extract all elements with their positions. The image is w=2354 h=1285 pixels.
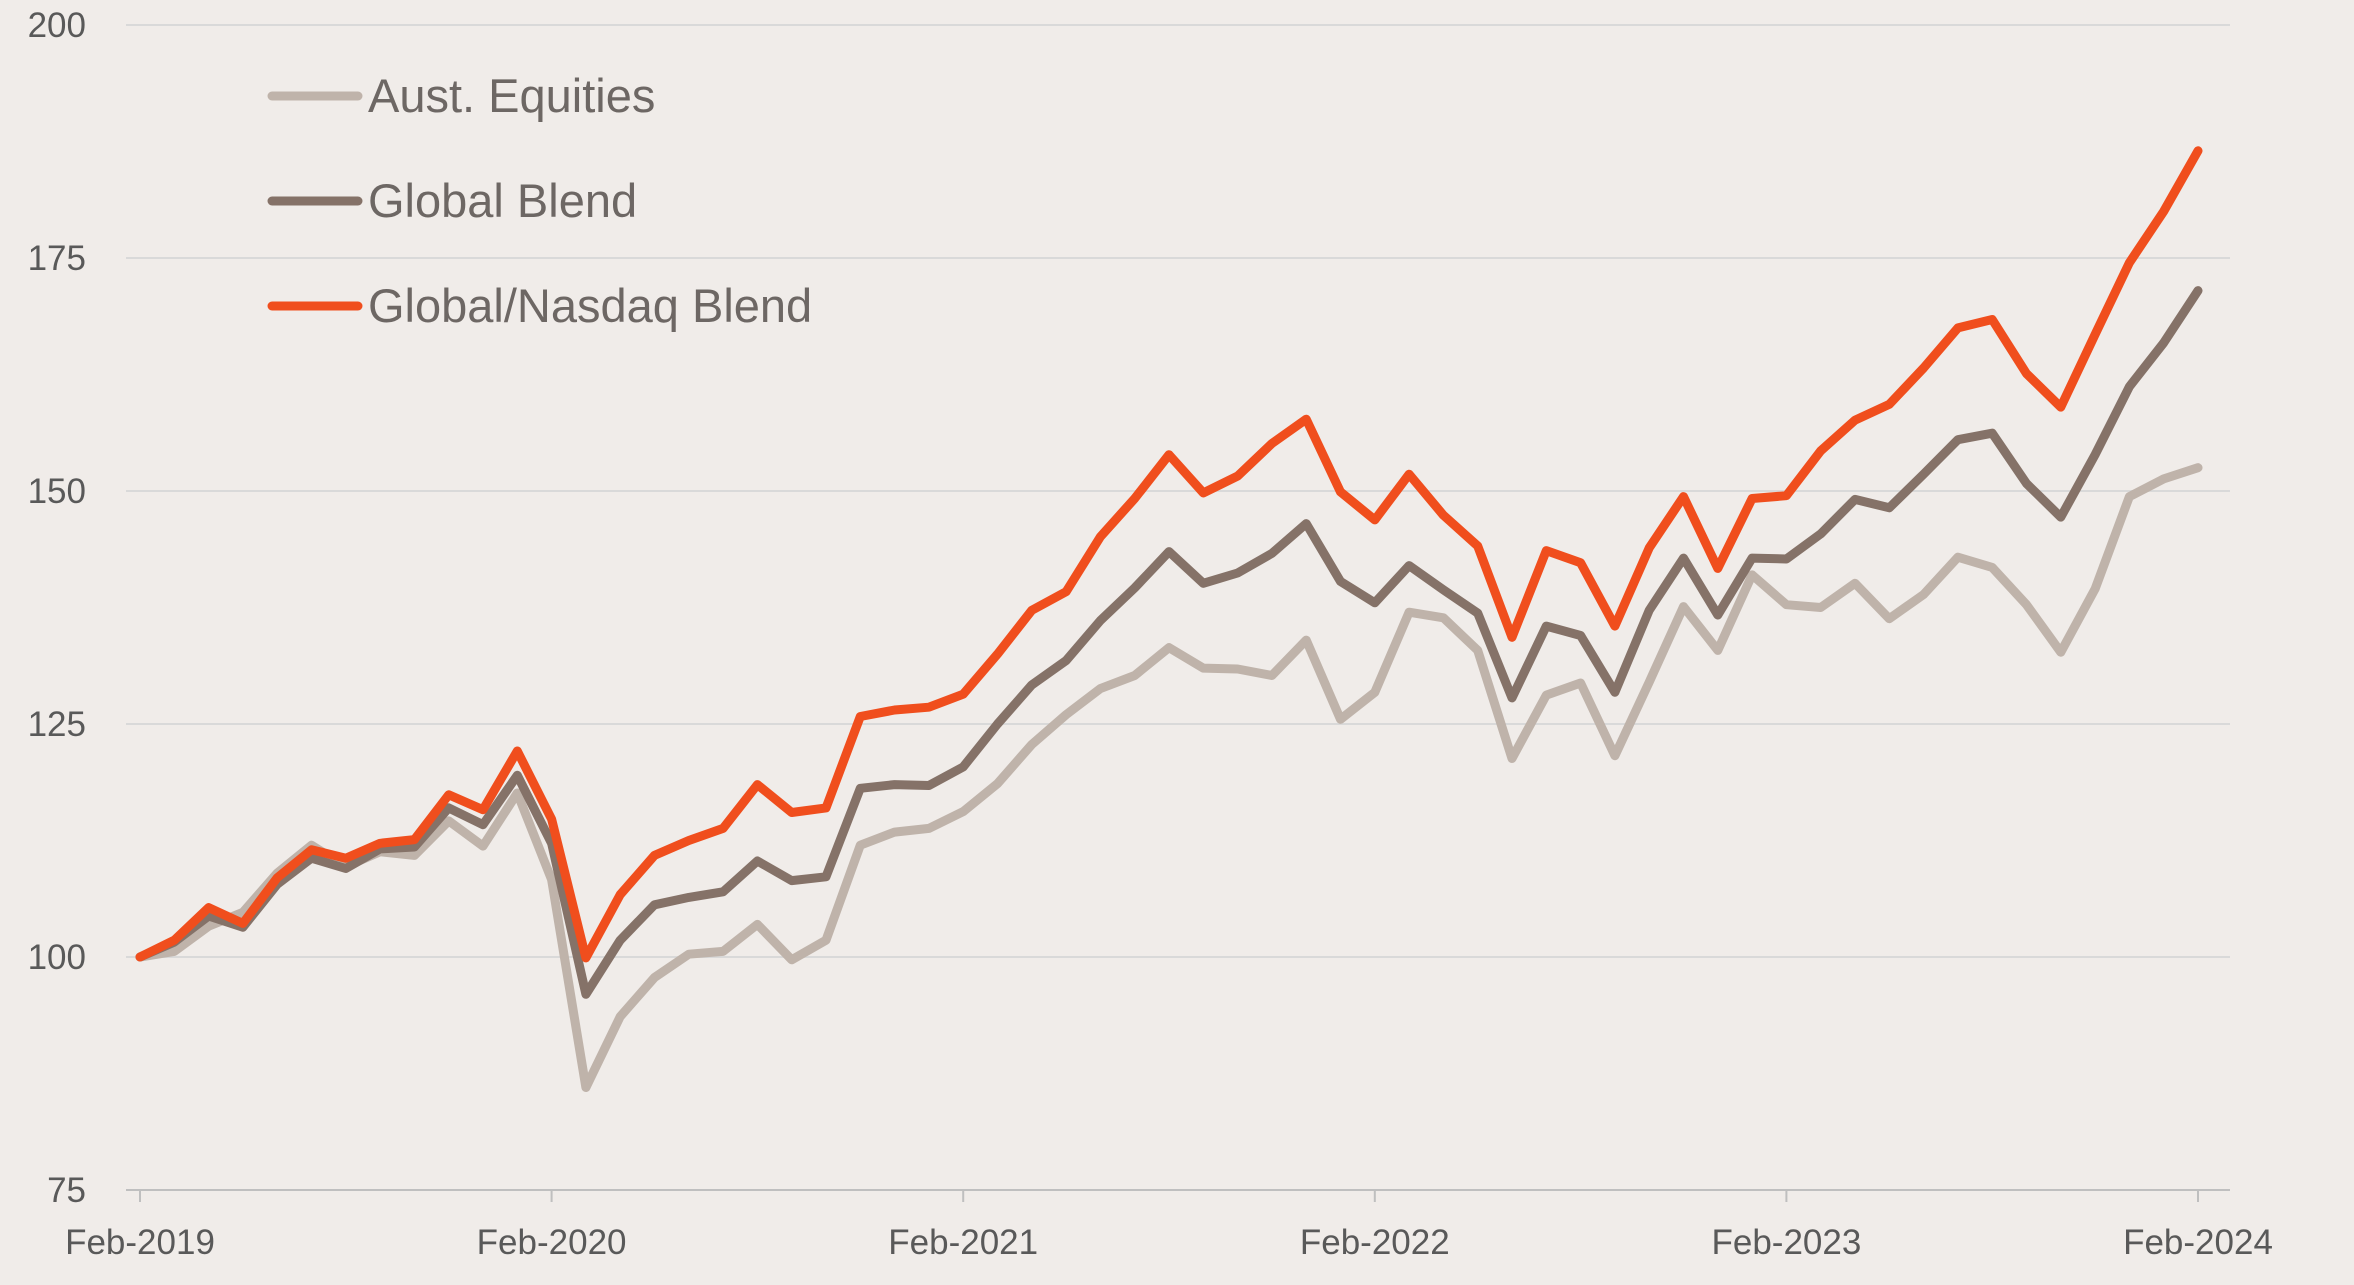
- x-tick-label: Feb-2020: [477, 1223, 627, 1262]
- y-tick-label: 175: [28, 239, 86, 278]
- legend-label-global-blend: Global Blend: [368, 174, 637, 227]
- x-tick-label: Feb-2023: [1711, 1223, 1861, 1262]
- y-tick-label: 125: [28, 705, 86, 744]
- x-tick-label: Feb-2021: [888, 1223, 1038, 1262]
- series-line-global-blend: [135, 286, 2203, 999]
- x-tick-label: Feb-2022: [1300, 1223, 1450, 1262]
- y-tick-label: 100: [28, 938, 86, 977]
- legend: Aust. Equities Global Blend Global/Nasdaq …: [267, 69, 812, 332]
- series-lines: [135, 146, 2203, 1092]
- x-tick-label: Feb-2019: [65, 1223, 215, 1262]
- legend-label-global-nasdaq-blend: Global/Nasdaq Blend: [368, 279, 812, 332]
- series-line-global-nasdaq-blend: [135, 146, 2203, 963]
- x-axis: Feb-2019 Feb-2020 Feb-2021 Feb-2022 Feb-2023…: [65, 1189, 2273, 1262]
- series-line-aust-equities: [135, 463, 2203, 1092]
- y-tick-label: 150: [28, 472, 86, 511]
- y-axis: 75 100 125 150 175 200: [28, 6, 86, 1210]
- y-tick-label: 200: [28, 6, 86, 45]
- x-tick-label: Feb-2024: [2123, 1223, 2273, 1262]
- gridlines: [126, 24, 2230, 958]
- legend-label-aust-equities: Aust. Equities: [368, 69, 655, 122]
- y-tick-label: 75: [47, 1171, 86, 1210]
